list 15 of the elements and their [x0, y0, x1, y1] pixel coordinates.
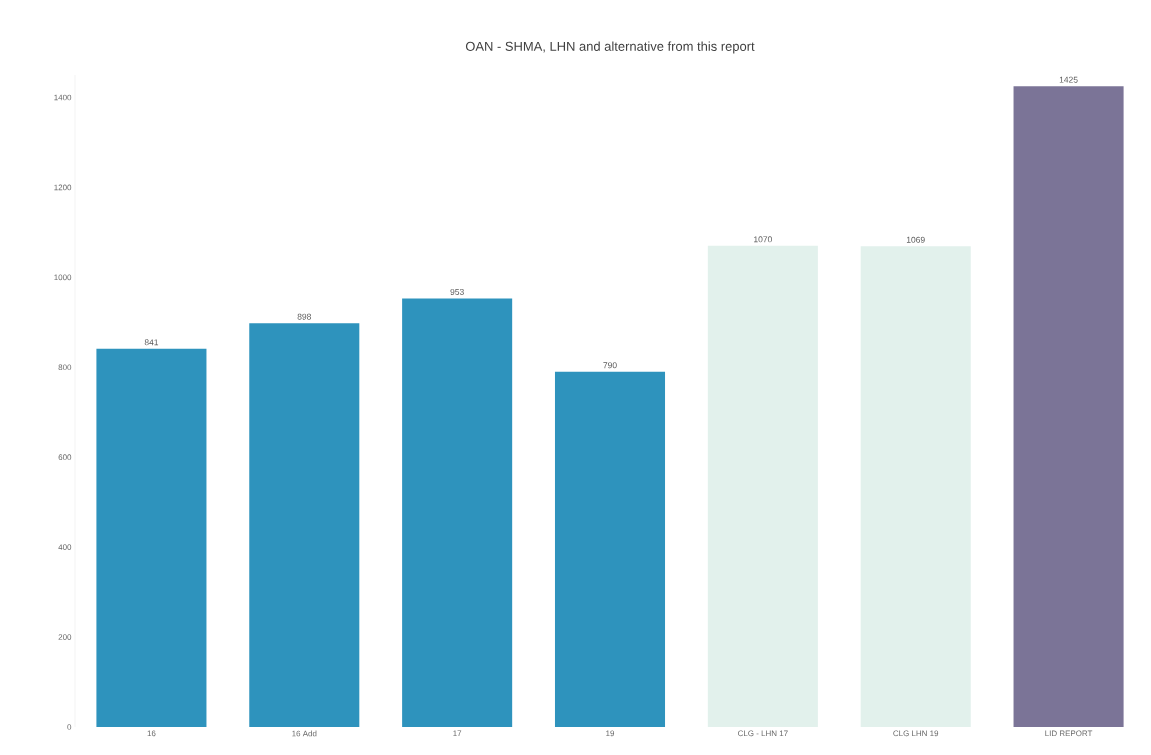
data-label: 953 — [450, 288, 464, 295]
bar — [402, 298, 513, 727]
data-label: 790 — [603, 362, 617, 369]
bar — [96, 348, 207, 727]
data-label: 1070 — [754, 236, 772, 243]
data-label: 1069 — [906, 236, 925, 243]
data-label: 841 — [144, 339, 159, 346]
bar — [554, 371, 666, 727]
bar — [707, 245, 818, 727]
chart-title: OAN - SHMA, LHN and alternative from this report — [465, 41, 755, 54]
bar — [249, 323, 360, 727]
bar — [860, 246, 971, 727]
data-label: 898 — [297, 313, 311, 320]
bar — [1013, 86, 1124, 727]
data-label: 1425 — [1059, 76, 1078, 83]
